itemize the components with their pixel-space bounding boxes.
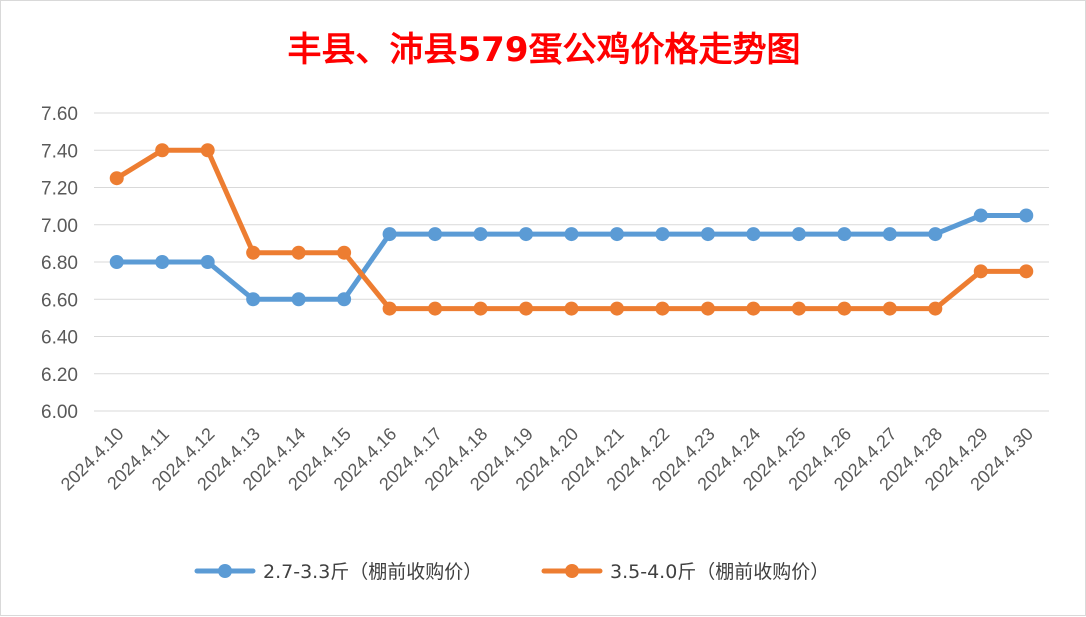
data-point [155,255,170,269]
data-point [837,301,852,316]
data-point [928,227,943,242]
data-point [337,292,352,307]
series-layer [109,143,1034,316]
y-tick-label: 6.20 [41,365,78,386]
data-point [1019,208,1034,223]
data-point [882,301,897,316]
data-point [609,227,624,242]
data-point [700,227,715,242]
y-tick-label: 6.60 [41,290,78,311]
data-point [109,255,124,269]
series-1 [109,208,1034,307]
y-tick-label: 7.40 [41,141,78,162]
data-point [928,301,943,316]
data-point [655,227,670,242]
data-point [564,301,579,316]
data-point [882,227,897,242]
y-tick-label: 6.40 [41,328,78,349]
data-point [473,301,488,316]
y-axis: 6.00 6.20 6.40 6.60 6.80 7.00 7.20 7.40 7.60 [41,104,78,423]
data-point [473,227,488,242]
data-point [700,301,715,316]
data-point [973,208,988,223]
data-point [746,227,761,242]
data-point [1019,264,1034,279]
legend-item-1: 2.7-3.3斤（棚前收购价） [194,561,482,583]
legend-item-2: 3.5-4.0斤（棚前收购价） [541,561,829,583]
data-point [337,245,352,260]
data-point [382,301,397,316]
data-point [655,301,670,316]
y-tick-label: 7.60 [41,104,78,125]
legend-label: 3.5-4.0斤（棚前收购价） [610,561,829,583]
data-point [109,171,124,186]
data-point [973,264,988,279]
data-point [564,227,579,242]
chart-title: 丰县、沛县579蛋公鸡价格走势图 [288,30,801,70]
series-2 [109,143,1034,316]
data-point [746,301,761,316]
data-point [791,301,806,316]
legend: 2.7-3.3斤（棚前收购价） 3.5-4.0斤（棚前收购价） [194,561,829,583]
data-point [291,292,306,307]
y-tick-label: 6.00 [41,402,78,423]
data-point [428,227,443,242]
data-point [519,301,534,316]
data-point [246,245,261,260]
data-point [200,143,215,158]
legend-marker [565,564,579,578]
data-point [791,227,806,242]
y-tick-label: 6.80 [41,253,78,274]
data-point [155,143,170,158]
y-tick-label: 7.00 [41,216,78,237]
x-axis: 2024.4.102024.4.112024.4.122024.4.132024… [57,424,1037,495]
legend-label: 2.7-3.3斤（棚前收购价） [263,561,482,583]
data-point [519,227,534,242]
data-point [246,292,261,307]
data-point [291,245,306,260]
legend-marker [218,564,232,578]
data-point [609,301,624,316]
data-point [382,227,397,242]
grid [94,112,1049,412]
data-point [200,255,215,269]
data-point [837,227,852,242]
data-point [428,301,443,316]
y-tick-label: 7.20 [41,179,78,200]
